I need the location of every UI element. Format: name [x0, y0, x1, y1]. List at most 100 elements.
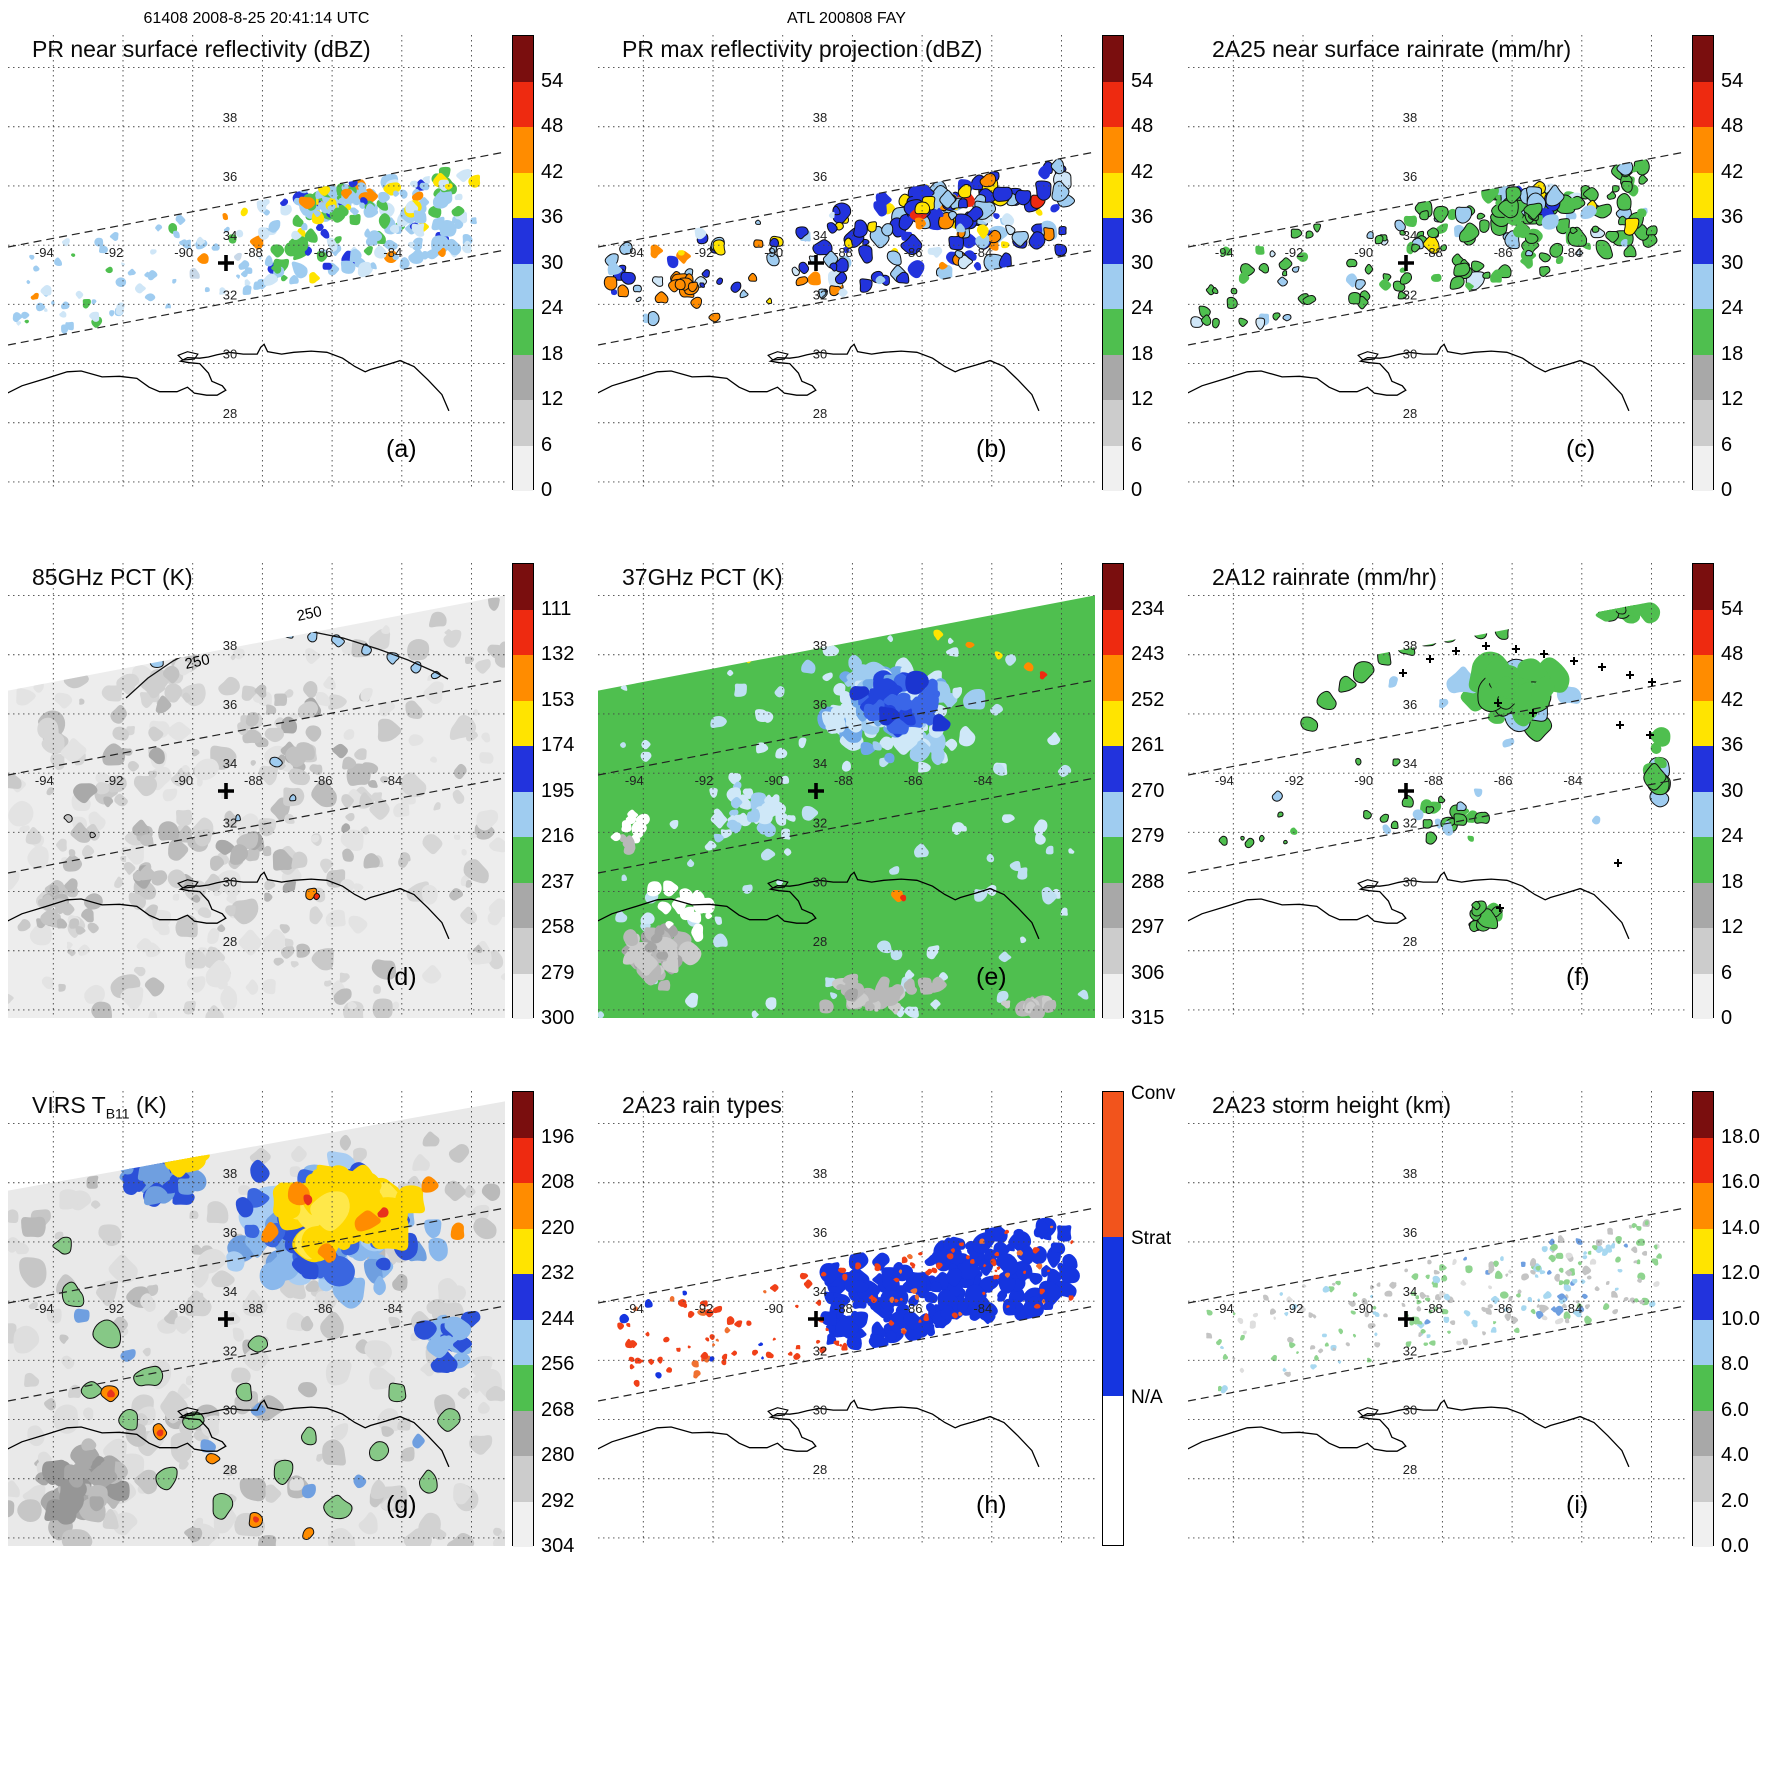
colorbar-segment — [1103, 882, 1123, 928]
colorbar-segment — [1693, 1456, 1713, 1502]
colorbar-segment — [513, 445, 533, 491]
colorbar-tick: 195 — [541, 779, 575, 802]
map-f: -94 -92 -90 -88 -86 -84 38 36 34 32 30 28 — [1188, 563, 1685, 1018]
colorbar-segment — [513, 700, 533, 746]
colorbar-segment — [1693, 445, 1713, 491]
svg-text:-94: -94 — [1215, 773, 1234, 788]
colorbar-tick: 220 — [541, 1216, 575, 1239]
overpass-mark — [1626, 671, 1634, 679]
colorbar-segment — [1693, 263, 1713, 309]
svg-text:-94: -94 — [35, 245, 54, 260]
svg-text:32: 32 — [223, 1343, 237, 1358]
colorbar-tick: 306 — [1131, 961, 1165, 984]
svg-text:32: 32 — [223, 287, 237, 302]
svg-text:-86: -86 — [1494, 1301, 1513, 1316]
overpass-mark — [1494, 699, 1502, 707]
svg-text:28: 28 — [813, 934, 827, 949]
svg-text:30: 30 — [813, 1403, 827, 1418]
colorbar-tick: 6 — [541, 433, 553, 456]
colorbar-tick: 30 — [1721, 779, 1744, 802]
overpass-mark — [1426, 655, 1434, 663]
panel-letter-e: (e) — [976, 963, 1007, 991]
colorbar-tick: 30 — [541, 251, 564, 274]
panel-letter-f: (f) — [1566, 963, 1590, 991]
colorbar-segment — [1693, 928, 1713, 974]
svg-text:38: 38 — [1403, 1166, 1417, 1181]
colorbar-segment — [1693, 791, 1713, 837]
colorbar-segment — [1693, 309, 1713, 355]
grid-labels: -94 -92 -90 -88 -86 -84 38 36 34 32 30 28 — [1215, 110, 1582, 421]
svg-text:-88: -88 — [834, 1301, 853, 1316]
colorbar-tick: 243 — [1131, 643, 1165, 665]
panel-letter-g: (g) — [386, 1491, 417, 1519]
colorbar-tick: 6 — [1131, 433, 1143, 456]
overpass-mark — [1570, 657, 1578, 665]
data-field — [1190, 157, 1658, 330]
colorbar-segment — [1103, 127, 1123, 173]
colorbar-tick: 0 — [541, 479, 553, 501]
graticule — [8, 563, 505, 1018]
panel-title-d: 85GHz PCT (K) — [32, 564, 193, 590]
colorbar-tick: 36 — [1131, 206, 1154, 228]
colorbar-tick: 36 — [1721, 206, 1744, 228]
svg-text:34: 34 — [813, 1284, 827, 1299]
svg-text:-94: -94 — [1215, 245, 1234, 260]
svg-text:36: 36 — [813, 697, 827, 712]
svg-text:-92: -92 — [105, 773, 124, 788]
graticule — [8, 35, 505, 490]
lake-outline — [1357, 879, 1379, 889]
overpass-mark — [1616, 721, 1624, 729]
lake-outline — [177, 1407, 199, 1417]
colorbar-segment — [1693, 655, 1713, 701]
colorbar-tick: 12 — [1721, 916, 1744, 938]
colorbar-tick: 18 — [541, 342, 564, 365]
svg-text:32: 32 — [813, 1343, 827, 1358]
swath-edge-line — [598, 151, 1095, 248]
svg-text:30: 30 — [1403, 347, 1417, 362]
svg-text:30: 30 — [223, 347, 237, 362]
storm-center-marker — [808, 1311, 824, 1327]
colorbar-segment — [513, 609, 533, 655]
svg-text:-86: -86 — [1494, 773, 1513, 788]
overpass-mark — [1540, 650, 1548, 658]
colorbar-segment — [513, 309, 533, 355]
swath-edge-line — [8, 151, 505, 248]
svg-text:32: 32 — [223, 815, 237, 830]
colorbar-tick: 292 — [541, 1489, 575, 1512]
colorbar-segment — [1103, 655, 1123, 701]
colorbar-tick: 18.0 — [1721, 1125, 1760, 1148]
colorbar-tick: 42 — [1721, 688, 1744, 711]
panel-title-h: 2A23 rain types — [622, 1092, 782, 1118]
svg-text:34: 34 — [223, 756, 237, 771]
colorbar-segment — [1103, 837, 1123, 883]
colorbar-tick: 24 — [541, 297, 564, 319]
graticule — [1188, 35, 1685, 490]
panel-letter-h: (h) — [976, 1491, 1007, 1519]
contour-label: 250 — [183, 651, 211, 673]
colorbar-tick: 48 — [1131, 115, 1154, 137]
colorbar-tick: 30 — [1131, 251, 1154, 274]
header-orbit-time: 61408 2008-8-25 20:41:14 UTC — [143, 10, 370, 27]
swath-edge-line — [598, 1207, 1095, 1304]
svg-text:30: 30 — [223, 1403, 237, 1418]
svg-text:-90: -90 — [174, 1301, 193, 1316]
panel-letter-b: (b) — [976, 435, 1007, 463]
storm-center-marker — [218, 783, 234, 799]
swath-edge-line — [598, 249, 1095, 346]
colorbar-segment — [513, 1274, 533, 1320]
colorbar-tick: 234 — [1131, 597, 1165, 620]
swath-edge-line — [598, 777, 1095, 874]
svg-text:34: 34 — [223, 1284, 237, 1299]
svg-text:-86: -86 — [314, 1301, 333, 1316]
svg-text:-94: -94 — [1215, 1301, 1234, 1316]
colorbar-segment — [1693, 973, 1713, 1019]
svg-text:38: 38 — [223, 110, 237, 125]
colorbar-tick: 232 — [541, 1262, 575, 1284]
colorbar-tick: 270 — [1131, 779, 1165, 802]
colorbar-tick: 12 — [541, 388, 564, 410]
colorbar-segment — [1693, 1410, 1713, 1456]
svg-text:34: 34 — [1403, 228, 1417, 243]
svg-text:-88: -88 — [1424, 1301, 1443, 1316]
colorbar-tick: 280 — [541, 1444, 575, 1466]
